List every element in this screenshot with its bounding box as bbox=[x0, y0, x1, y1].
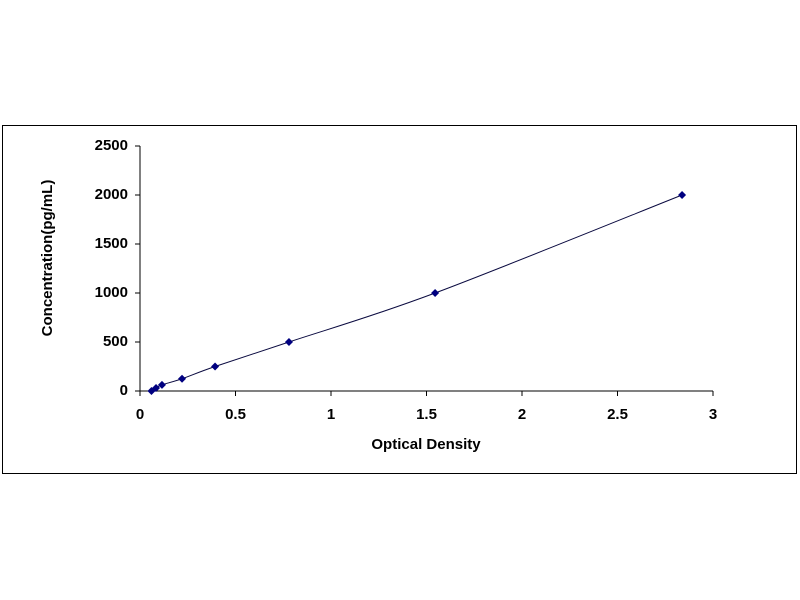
x-tick-label: 1.5 bbox=[416, 406, 437, 423]
y-tick-label: 2000 bbox=[95, 186, 128, 203]
x-tick-label: 3 bbox=[709, 406, 717, 423]
x-tick-label: 2 bbox=[518, 406, 526, 423]
x-axis-title: Optical Density bbox=[371, 436, 481, 453]
y-tick-label: 0 bbox=[120, 382, 128, 399]
data-point bbox=[284, 338, 293, 346]
y-tick-label: 500 bbox=[103, 333, 128, 350]
data-point bbox=[678, 191, 687, 199]
y-tick-label: 2500 bbox=[95, 137, 128, 154]
data-point bbox=[152, 383, 161, 392]
chart-frame bbox=[2, 125, 797, 474]
data-point bbox=[431, 289, 440, 297]
x-tick-label: 1 bbox=[327, 406, 335, 423]
x-tick-label: 2.5 bbox=[607, 406, 628, 423]
y-tick-label: 1000 bbox=[95, 284, 128, 301]
x-tick-label: 0.5 bbox=[225, 406, 246, 423]
data-point bbox=[157, 380, 166, 389]
y-axis-title: Concentration(pg/mL) bbox=[39, 180, 56, 337]
data-point bbox=[178, 374, 187, 383]
x-tick-label: 0 bbox=[136, 406, 144, 423]
data-point bbox=[211, 362, 220, 371]
y-tick-label: 1500 bbox=[95, 235, 128, 252]
